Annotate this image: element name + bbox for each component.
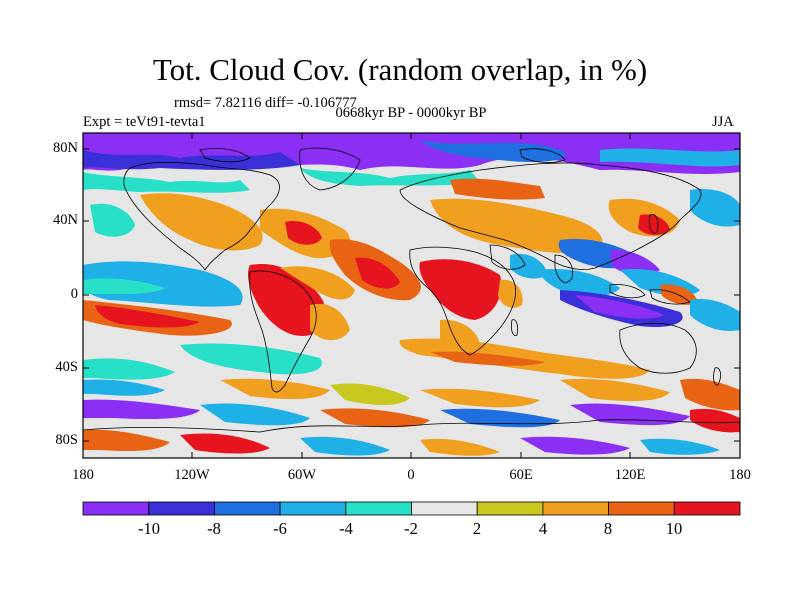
lat-label: 40S [55, 359, 78, 375]
colorbar-box [411, 501, 478, 516]
axis-ticks [83, 133, 740, 458]
colorbar-box [279, 501, 347, 516]
lat-label: 80N [53, 140, 78, 156]
colorbar-label: -2 [404, 519, 418, 538]
colorbar-box [148, 501, 215, 516]
lon-label: 180 [729, 467, 751, 483]
colorbar-label: -8 [207, 519, 221, 538]
season-label: JJA [712, 114, 734, 130]
stats-text: rmsd= 7.82116 diff= -0.106777 [174, 95, 357, 111]
colorbar-box [213, 501, 281, 516]
lat-label: 80S [55, 432, 78, 448]
colorbar-label: 4 [538, 519, 548, 538]
lon-label: 180 [72, 467, 94, 483]
map-field [83, 133, 740, 458]
colorbar-box [608, 501, 675, 516]
colorbar-box [476, 501, 544, 516]
colorbar-label: -6 [273, 519, 287, 538]
period-text: 0668kyr BP - 0000kyr BP [335, 105, 487, 121]
colorbar [82, 501, 741, 516]
colorbar-box [542, 501, 610, 516]
lon-label: 60E [509, 467, 533, 483]
colorbar-label: 10 [665, 519, 683, 538]
lon-label: 60W [287, 467, 317, 483]
colorbar-label: -4 [339, 519, 353, 538]
lon-label: 0 [407, 467, 415, 483]
map-title: Tot. Cloud Cov. (random overlap, in %) [152, 52, 648, 87]
colorbar-label: 2 [472, 519, 482, 538]
colorbar-box [673, 501, 741, 516]
lat-label: 0 [70, 286, 78, 302]
lat-label: 40N [53, 212, 78, 228]
experiment-label: Expt = teVt91-tevta1 [83, 114, 206, 130]
colorbar-box [82, 501, 150, 516]
colorbar-label: 8 [603, 519, 613, 538]
coastlines [83, 147, 740, 433]
colorbar-box [345, 501, 412, 516]
lon-label: 120E [614, 467, 646, 483]
lon-label: 120W [174, 467, 210, 483]
colorbar-label: -10 [138, 519, 160, 538]
